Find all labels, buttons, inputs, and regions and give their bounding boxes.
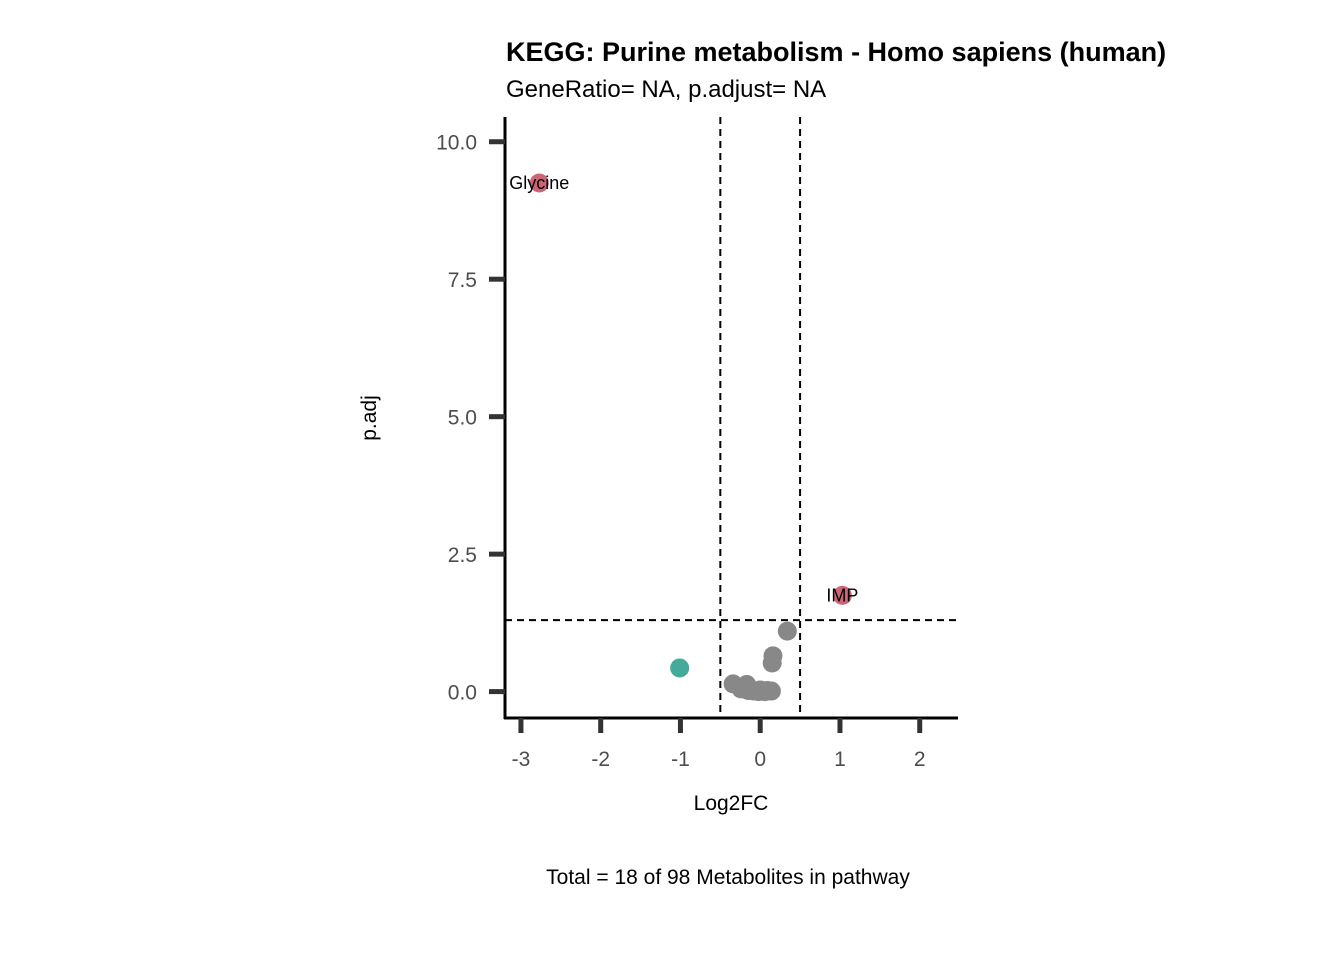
y-tick-label-4: 7.5 [448, 269, 477, 292]
data-point-1 [529, 173, 549, 193]
data-point-6 [762, 653, 782, 673]
x-tick-label-5: 1 [834, 748, 846, 771]
chart-title: KEGG: Purine metabolism - Homo sapiens (… [506, 37, 1166, 67]
plot-area: Glycine IMP -3 -2 -1 0 1 2 0.0 2.5 5.0 7.5 10.0 [436, 117, 958, 771]
x-tick-label-6: 2 [914, 748, 926, 771]
data-point-18 [750, 680, 770, 700]
point-label-imp: IMP [826, 585, 858, 605]
point-label-glycine: Glycine [509, 173, 569, 193]
y-tick-label-1: 0.0 [448, 682, 477, 705]
y-tick-label-3: 5.0 [448, 407, 477, 430]
x-tick-label-1: -3 [512, 748, 531, 771]
y-tick-label-2: 2.5 [448, 544, 477, 567]
data-point-4 [777, 621, 797, 641]
data-point-3 [670, 658, 690, 678]
caption: Total = 18 of 98 Metabolites in pathway [546, 866, 910, 889]
chart-subtitle: GeneRatio= NA, p.adjust= NA [506, 76, 826, 103]
y-axis-title: p.adj [358, 395, 381, 441]
data-point-2 [832, 585, 852, 605]
x-tick-label-3: -1 [671, 748, 690, 771]
x-axis-title: Log2FC [694, 792, 769, 815]
x-tick-label-4: 0 [754, 748, 766, 771]
x-tick-label-2: -2 [591, 748, 610, 771]
y-tick-label-5: 10.0 [436, 132, 477, 155]
